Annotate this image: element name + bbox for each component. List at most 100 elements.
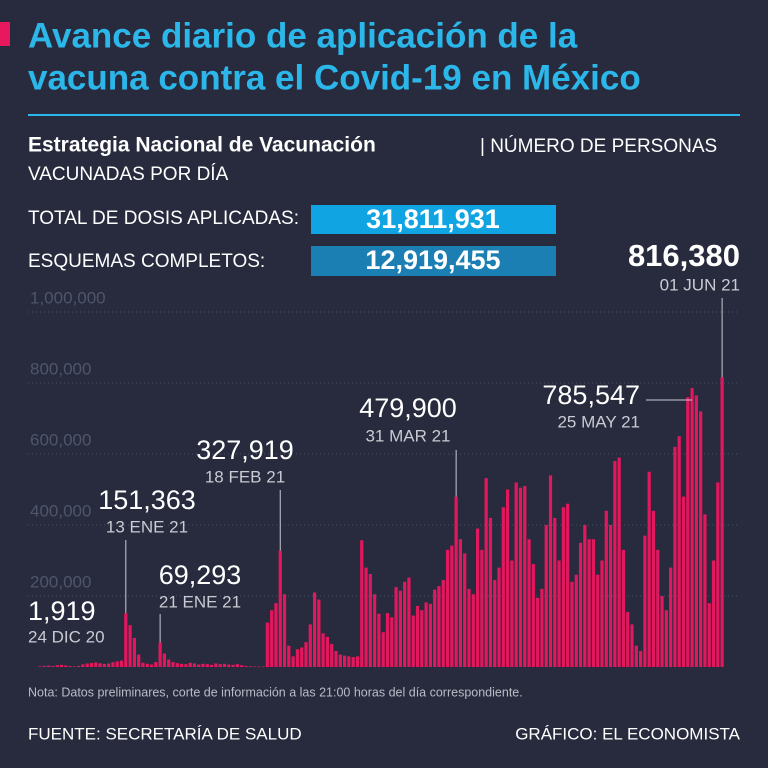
bar — [321, 633, 325, 667]
bar — [179, 663, 184, 667]
bar — [660, 596, 664, 667]
bar — [467, 588, 471, 667]
title-line: vacuna contra el Covid-19 en México — [28, 58, 641, 97]
date-label: 18 FEB 21 — [205, 467, 285, 486]
stat-value: 31,811,931 — [366, 204, 500, 234]
bar — [330, 643, 334, 667]
bar — [596, 574, 600, 667]
bar — [501, 507, 505, 667]
bar — [398, 590, 402, 667]
bar — [716, 482, 720, 667]
bar — [600, 560, 604, 667]
bar — [295, 649, 299, 667]
credit: GRÁFICO: EL ECONOMISTA — [515, 724, 740, 743]
bar — [544, 525, 548, 667]
bar — [184, 664, 188, 667]
bar — [46, 665, 51, 667]
bar — [98, 663, 102, 667]
bar — [540, 588, 544, 667]
bar — [115, 661, 119, 667]
bar — [415, 605, 420, 667]
bar — [458, 539, 463, 667]
bar — [248, 666, 252, 667]
bar — [454, 496, 458, 667]
bar — [630, 624, 634, 667]
bar — [282, 594, 287, 667]
bar — [141, 662, 145, 667]
bar — [664, 610, 668, 667]
bar — [368, 573, 372, 667]
value-label: 479,900 — [359, 393, 457, 423]
bar — [64, 665, 68, 667]
value-label: 327,919 — [196, 435, 294, 465]
bar — [548, 475, 553, 667]
bar — [681, 496, 686, 667]
date-label: 01 JUN 21 — [660, 275, 740, 294]
y-tick-label: 200,000 — [30, 572, 91, 591]
bar — [231, 664, 235, 667]
bar — [59, 664, 64, 667]
y-tick-label: 800,000 — [30, 359, 91, 378]
bar — [536, 597, 540, 667]
bar — [617, 457, 621, 667]
bar — [686, 397, 690, 667]
bar — [338, 654, 342, 667]
bar — [420, 610, 424, 667]
date-label: 13 ENE 21 — [106, 517, 188, 536]
bar — [128, 625, 132, 667]
bar — [364, 567, 368, 667]
bar — [480, 549, 484, 667]
value-label: 816,380 — [628, 238, 740, 273]
y-tick-label: 600,000 — [30, 430, 91, 449]
bar — [278, 550, 282, 667]
bar — [445, 549, 450, 667]
bar — [634, 645, 638, 667]
bar — [656, 549, 660, 667]
bar — [583, 525, 587, 667]
bar — [385, 613, 390, 667]
y-tick-label: 1,000,000 — [30, 288, 106, 307]
bar — [591, 539, 596, 667]
bar — [373, 594, 377, 667]
bar — [55, 665, 59, 667]
bar — [518, 487, 523, 667]
bar — [390, 617, 394, 667]
bar — [265, 622, 269, 667]
bar — [287, 645, 291, 667]
stat-box — [311, 246, 556, 276]
bar — [252, 666, 257, 668]
bar — [162, 653, 167, 667]
title-line: Avance diario de aplicación de la — [28, 16, 578, 55]
bar — [669, 567, 673, 667]
bar — [257, 666, 261, 668]
bar — [403, 581, 407, 667]
bar — [673, 446, 677, 667]
bar — [690, 388, 694, 667]
bar — [437, 586, 441, 667]
bar — [711, 560, 716, 667]
bar — [205, 664, 209, 667]
bar — [574, 574, 578, 667]
bar — [261, 666, 265, 668]
bar — [124, 613, 128, 667]
bar — [553, 517, 557, 667]
value-label: 69,293 — [159, 560, 242, 590]
source: FUENTE: SECRETARÍA DE SALUD — [28, 724, 302, 743]
bar — [433, 589, 437, 667]
bar — [308, 624, 312, 667]
bar — [506, 489, 510, 667]
bar — [218, 664, 222, 667]
value-label: 785,547 — [542, 380, 640, 410]
subtitle: VACUNADAS POR DÍA — [28, 164, 229, 185]
bar — [145, 663, 149, 667]
bar — [154, 662, 158, 667]
bar — [703, 514, 707, 667]
value-label: 1,919 — [28, 596, 96, 626]
bar — [424, 602, 428, 667]
bar — [334, 651, 338, 667]
bar — [192, 663, 197, 667]
bar — [240, 665, 244, 667]
stat-label: ESQUEMAS COMPLETOS: — [28, 251, 265, 272]
